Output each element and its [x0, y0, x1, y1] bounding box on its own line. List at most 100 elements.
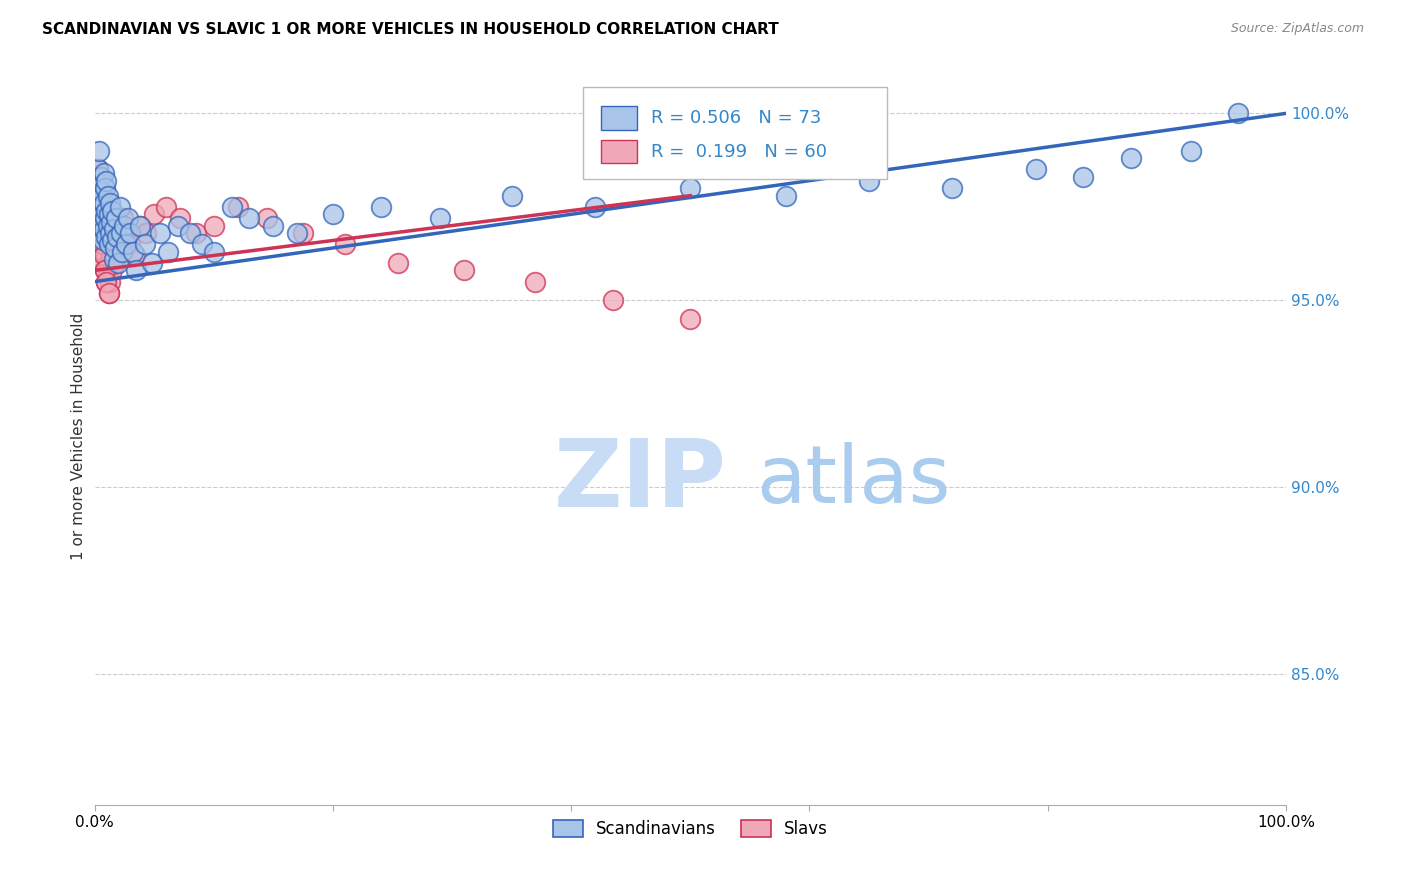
Point — [125, 263, 148, 277]
Point — [93, 244, 115, 259]
Point — [157, 244, 180, 259]
Point — [90, 219, 112, 233]
Point — [90, 207, 112, 221]
Point — [111, 244, 134, 259]
Point — [93, 222, 115, 236]
Point — [256, 211, 278, 225]
Point — [143, 207, 166, 221]
Point — [94, 237, 117, 252]
Point — [90, 226, 112, 240]
Point — [221, 200, 243, 214]
Point — [115, 226, 138, 240]
Point — [179, 226, 201, 240]
Text: Source: ZipAtlas.com: Source: ZipAtlas.com — [1230, 22, 1364, 36]
Point — [107, 219, 129, 233]
Point — [98, 226, 121, 240]
Point — [90, 169, 112, 184]
Point — [90, 215, 112, 229]
Point — [93, 166, 115, 180]
Point — [1227, 106, 1250, 120]
Point — [91, 200, 114, 214]
Text: SCANDINAVIAN VS SLAVIC 1 OR MORE VEHICLES IN HOUSEHOLD CORRELATION CHART: SCANDINAVIAN VS SLAVIC 1 OR MORE VEHICLE… — [42, 22, 779, 37]
Point — [941, 181, 963, 195]
Point — [167, 219, 190, 233]
Point — [89, 178, 111, 192]
Point — [202, 244, 225, 259]
Point — [93, 248, 115, 262]
Point — [124, 248, 146, 262]
Point — [453, 263, 475, 277]
Text: R =  0.199   N = 60: R = 0.199 N = 60 — [651, 143, 827, 161]
Text: atlas: atlas — [756, 442, 950, 520]
Point — [120, 237, 142, 252]
Bar — [600, 140, 637, 163]
Point — [97, 188, 120, 202]
Point — [128, 219, 150, 233]
Text: R = 0.506   N = 73: R = 0.506 N = 73 — [651, 109, 821, 127]
Point — [107, 256, 129, 270]
Point — [97, 285, 120, 300]
Point — [86, 181, 108, 195]
Point — [370, 200, 392, 214]
Point — [1025, 162, 1047, 177]
Point — [96, 174, 118, 188]
Point — [103, 237, 125, 252]
Point — [583, 200, 606, 214]
Point — [87, 211, 110, 225]
Point — [90, 185, 112, 199]
Point — [135, 226, 157, 240]
Point — [97, 285, 120, 300]
Point — [322, 207, 344, 221]
Point — [238, 211, 260, 225]
Point — [202, 219, 225, 233]
Point — [1073, 169, 1095, 184]
Point — [89, 203, 111, 218]
Point — [89, 219, 111, 233]
Point — [117, 211, 139, 225]
Point — [121, 244, 143, 259]
Point — [155, 200, 177, 214]
Point — [96, 229, 118, 244]
FancyBboxPatch shape — [583, 87, 887, 179]
Point — [91, 229, 114, 244]
Point — [89, 188, 111, 202]
Point — [94, 263, 117, 277]
Point — [112, 219, 135, 233]
Point — [101, 203, 124, 218]
Legend: Scandinavians, Slavs: Scandinavians, Slavs — [546, 813, 835, 845]
Point — [100, 248, 122, 262]
Point — [87, 162, 110, 177]
Point — [141, 256, 163, 270]
Point — [97, 207, 120, 221]
Point — [90, 193, 112, 207]
Point — [285, 226, 308, 240]
Point — [97, 219, 120, 233]
Point — [501, 188, 523, 202]
Point — [602, 293, 624, 308]
Point — [96, 275, 118, 289]
Point — [1180, 144, 1202, 158]
Point — [98, 196, 121, 211]
Point — [226, 200, 249, 214]
Point — [97, 263, 120, 277]
Point — [679, 181, 702, 195]
Point — [101, 234, 124, 248]
Point — [114, 237, 136, 252]
Point — [120, 226, 142, 240]
Point — [96, 275, 118, 289]
Point — [91, 256, 114, 270]
Point — [108, 200, 131, 214]
Point — [103, 222, 125, 236]
Point — [96, 203, 118, 218]
Point — [103, 252, 125, 267]
Point — [105, 244, 128, 259]
Bar — [600, 106, 637, 129]
Point — [91, 237, 114, 252]
Point — [104, 256, 127, 270]
Point — [89, 144, 111, 158]
Point — [90, 226, 112, 240]
Point — [100, 215, 122, 229]
Point — [112, 211, 135, 225]
Point — [90, 215, 112, 229]
Point — [149, 226, 172, 240]
